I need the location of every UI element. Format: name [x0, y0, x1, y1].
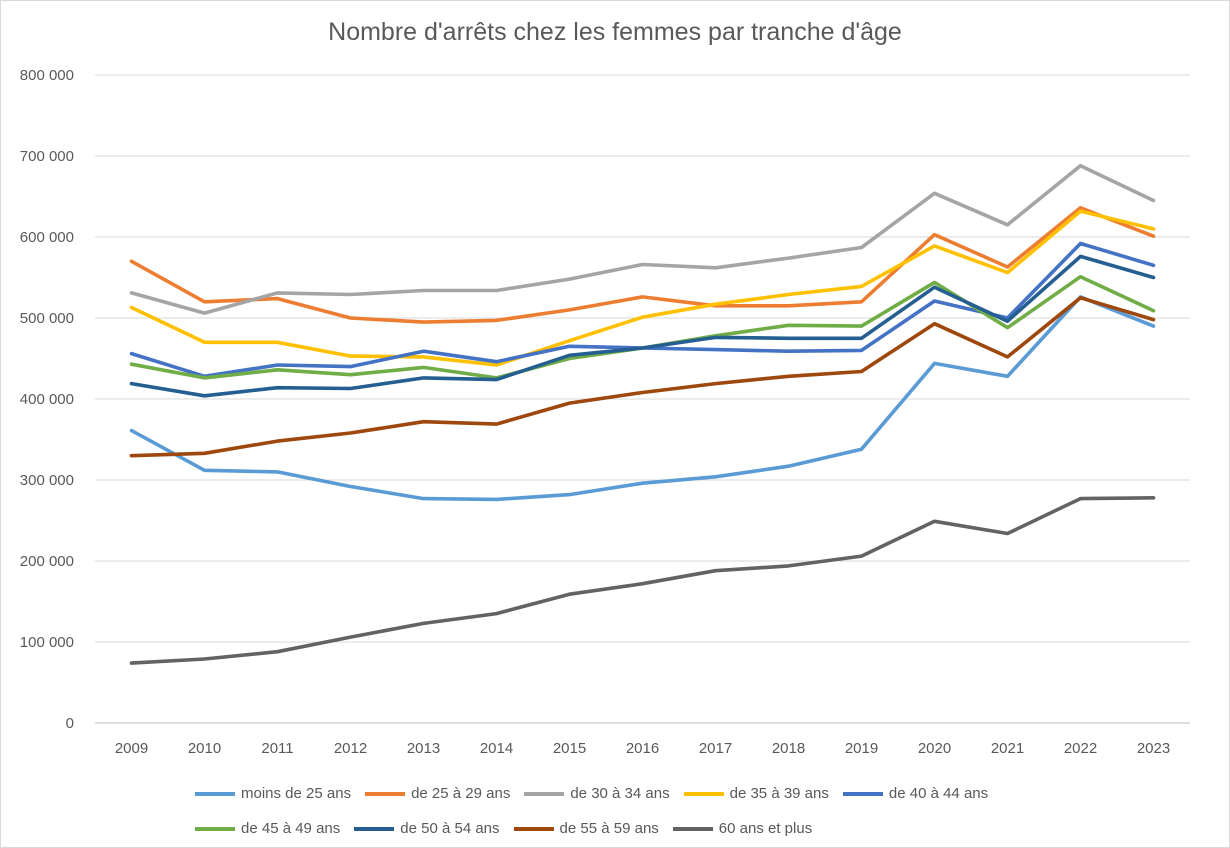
x-tick-label: 2012 — [334, 740, 367, 757]
x-tick-label: 2010 — [188, 740, 221, 757]
legend-item: de 55 à 59 ans — [513, 820, 659, 837]
legend-item: de 25 à 29 ans — [365, 785, 510, 802]
x-tick-label: 2015 — [553, 740, 586, 757]
x-tick-label: 2017 — [699, 740, 732, 757]
series-line-4 — [129, 209, 1156, 367]
legend-item: de 30 à 34 ans — [524, 785, 670, 802]
series-line-3 — [129, 163, 1156, 315]
x-tick-label: 2011 — [261, 740, 293, 757]
legend-label: de 55 à 59 ans — [559, 820, 659, 837]
y-tick-label: 0 — [66, 715, 74, 732]
legend-label: de 40 à 44 ans — [888, 785, 989, 802]
y-tick-label: 600 000 — [20, 229, 74, 246]
legend-item: 60 ans et plus — [672, 820, 813, 837]
legend-label: de 45 à 49 ans — [241, 820, 341, 837]
y-tick-label: 800 000 — [20, 67, 74, 84]
legend-label: de 30 à 34 ans — [570, 785, 670, 802]
series-line-9 — [129, 495, 1156, 665]
legend-row: de 45 à 49 ans de 50 à 54 ans de 55 à 59 a… — [195, 811, 1095, 846]
legend-label: de 35 à 39 ans — [729, 785, 829, 802]
legend-label: 60 ans et plus — [718, 820, 813, 837]
series-line-8 — [129, 295, 1156, 458]
chart-title: Nombre d'arrêts chez les femmes par tran… — [328, 18, 902, 46]
y-tick-label: 500 000 — [20, 310, 74, 327]
legend-label: de 50 à 54 ans — [400, 820, 500, 837]
legend-label: moins de 25 ans — [241, 785, 352, 802]
x-tick-label: 2013 — [407, 740, 440, 757]
x-tick-label: 2021 — [991, 740, 1024, 757]
legend-item: moins de 25 ans — [195, 785, 351, 802]
legend-swatch — [354, 826, 395, 831]
legend-row: moins de 25 ans de 25 à 29 ans de 30 à 34 … — [195, 776, 1095, 811]
x-tick-label: 2023 — [1137, 740, 1170, 757]
x-tick-label: 2014 — [480, 740, 513, 757]
legend-swatch — [365, 791, 406, 796]
legend: moins de 25 ans de 25 à 29 ans de 30 à 34 … — [195, 776, 1095, 846]
x-tick-label: 2020 — [918, 740, 951, 757]
legend-swatch — [842, 791, 883, 796]
legend-item: de 45 à 49 ans — [195, 820, 340, 837]
legend-swatch — [672, 826, 713, 831]
legend-item: de 35 à 39 ans — [683, 785, 829, 802]
x-tick-label: 2016 — [626, 740, 659, 757]
legend-swatch — [195, 791, 235, 796]
y-tick-label: 700 000 — [20, 148, 74, 165]
legend-item: de 40 à 44 ans — [842, 785, 989, 802]
x-tick-label: 2019 — [845, 740, 878, 757]
legend-swatch — [524, 791, 565, 796]
series-line-7 — [129, 254, 1156, 398]
series-line-2 — [129, 206, 1156, 324]
y-tick-label: 200 000 — [20, 553, 74, 570]
x-tick-label: 2018 — [772, 740, 805, 757]
x-tick-label: 2022 — [1064, 740, 1097, 757]
series-line-1 — [129, 295, 1156, 502]
x-tick-label: 2009 — [115, 740, 148, 757]
legend-item: de 50 à 54 ans — [354, 820, 500, 837]
y-tick-label: 300 000 — [20, 472, 74, 489]
legend-swatch — [683, 791, 724, 796]
y-tick-label: 400 000 — [20, 391, 74, 408]
legend-swatch — [513, 826, 554, 831]
legend-label: de 25 à 29 ans — [411, 785, 511, 802]
legend-swatch — [195, 826, 235, 831]
y-tick-label: 100 000 — [20, 634, 74, 651]
